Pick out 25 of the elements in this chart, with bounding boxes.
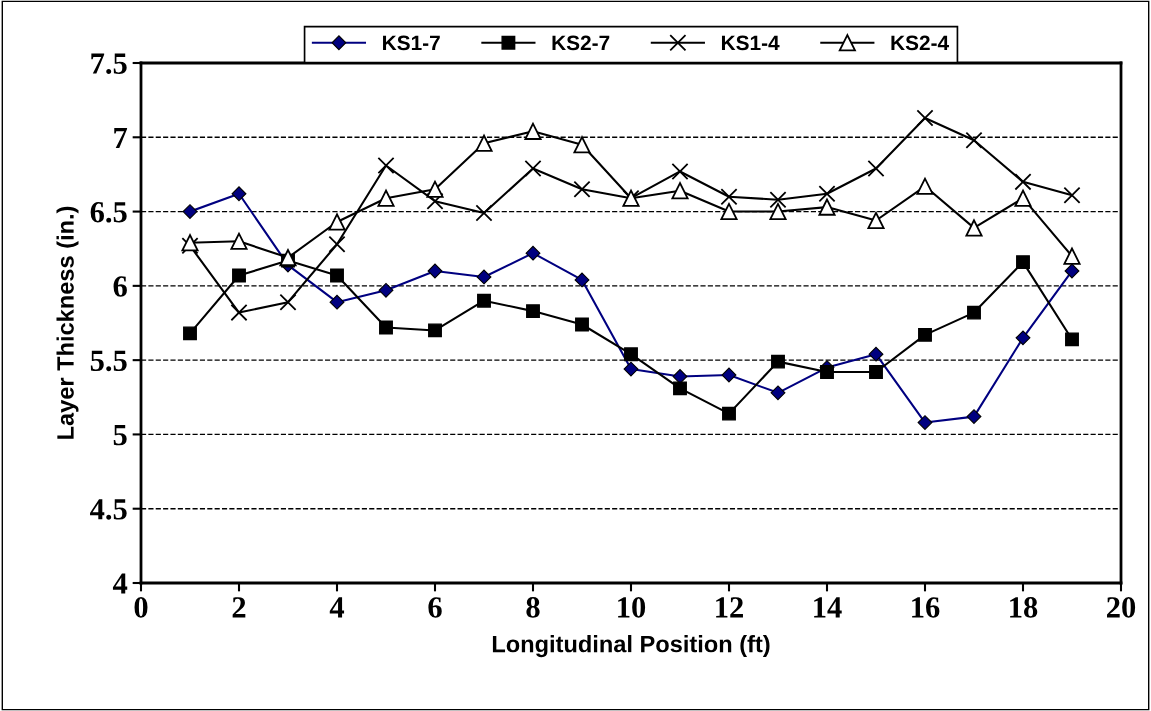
x-tick-label: 12 — [716, 597, 743, 618]
y-tick-label: 6.5 — [90, 201, 127, 223]
y-tick-label: 4 — [112, 573, 128, 594]
x-tick-label: 8 — [526, 597, 540, 618]
x-tick-label: 18 — [1010, 597, 1038, 618]
y-tick-label: 7.5 — [91, 53, 127, 75]
legend-label: KS2-4 — [891, 35, 949, 51]
x-axis-title: Longitudinal Position (ft) — [492, 635, 770, 658]
x-tick-label: 0 — [134, 597, 148, 618]
legend-label: KS1-7 — [383, 35, 440, 51]
y-axis-title: Layer Thickness (in.) — [56, 206, 79, 439]
x-tick-label: 14 — [814, 597, 842, 618]
x-tick-label: 16 — [912, 597, 940, 618]
legend-label: KS1-4 — [721, 35, 780, 51]
x-tick-label: 6 — [428, 597, 442, 618]
y-tick-label: 5.5 — [90, 350, 127, 372]
y-tick-label: 4.5 — [90, 499, 127, 520]
x-tick-label: 2 — [232, 597, 246, 618]
x-tick-label: 10 — [618, 597, 646, 618]
y-tick-label: 5 — [113, 425, 127, 446]
y-tick-label: 6 — [113, 276, 127, 297]
x-tick-label: 4 — [329, 597, 345, 618]
y-tick-label: 7 — [114, 127, 128, 148]
x-tick-label: 20 — [1107, 597, 1136, 618]
legend-label: KS2-7 — [552, 35, 610, 51]
